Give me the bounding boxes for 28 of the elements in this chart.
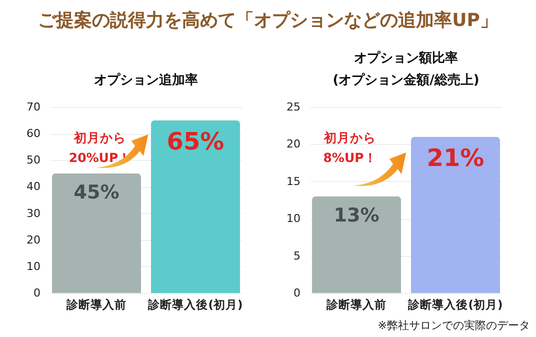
y-tick-label: 30 bbox=[26, 206, 40, 220]
y-tick-label: 10 bbox=[26, 260, 40, 273]
chart-subtitle: (オプション金額/総売上) bbox=[332, 72, 480, 88]
y-tick-label: 40 bbox=[26, 180, 40, 194]
annotation: 初月から 8%UP！ bbox=[323, 130, 377, 165]
y-tick-label: 20 bbox=[26, 233, 40, 246]
x-tick-label: 診断導入後(初月) bbox=[147, 298, 243, 312]
x-tick-label: 診断導入前 bbox=[326, 298, 387, 312]
y-tick-label: 70 bbox=[26, 100, 40, 114]
y-tick-label: 0 bbox=[294, 286, 300, 300]
x-tick-label: 診断導入後(初月) bbox=[407, 298, 503, 312]
y-tick-label: 10 bbox=[286, 212, 300, 226]
data-label: 13% bbox=[334, 204, 380, 226]
y-tick-label: 50 bbox=[26, 154, 40, 167]
y-tick-label: 25 bbox=[286, 100, 300, 114]
data-label: 65% bbox=[166, 127, 224, 156]
y-tick-label: 15 bbox=[286, 174, 300, 188]
data-label: 45% bbox=[74, 181, 120, 204]
text: ※弊社サロンでの実際のデータ bbox=[378, 318, 530, 333]
y-tick-label: 5 bbox=[294, 249, 300, 262]
chart-title: ご提案の説得力を高めて「オプションなどの追加率UP」 bbox=[37, 9, 499, 32]
y-tick-label: 60 bbox=[26, 127, 40, 140]
chart-subtitle: オプション追加率 bbox=[94, 72, 198, 88]
y-tick-label: 0 bbox=[34, 286, 40, 300]
x-tick-label: 診断導入前 bbox=[66, 298, 127, 312]
y-tick-label: 20 bbox=[286, 138, 300, 151]
data-label: 21% bbox=[426, 144, 484, 172]
chart-title: オプション額比率 bbox=[354, 50, 458, 66]
